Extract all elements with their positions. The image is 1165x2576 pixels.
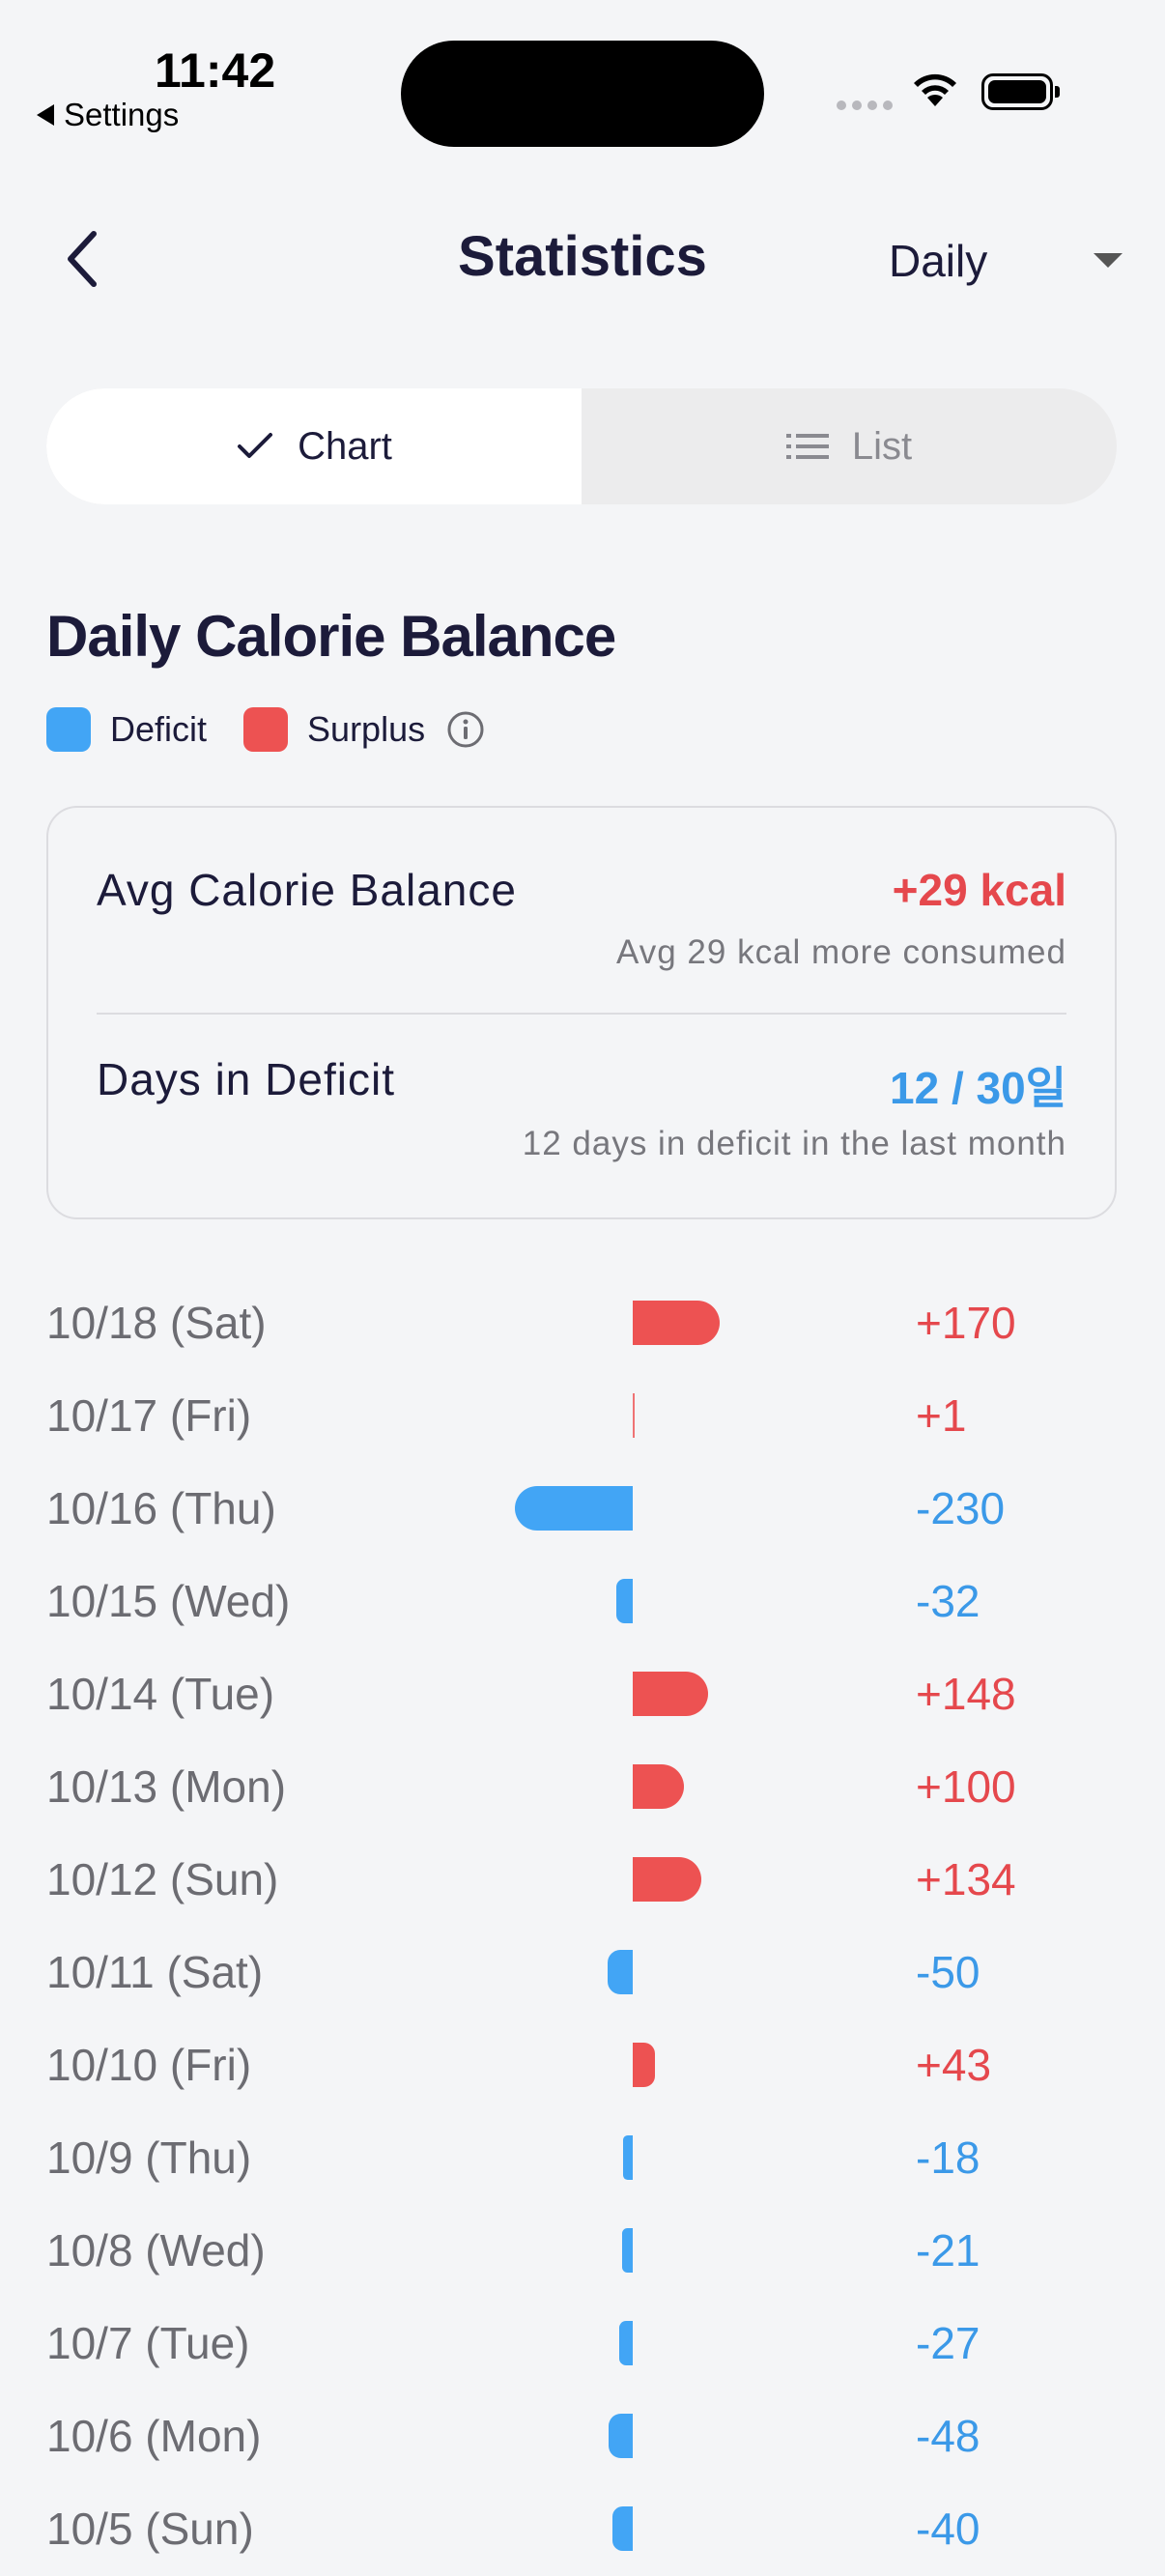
cellular-signal-icon <box>837 100 893 110</box>
day-value: -27 <box>916 2318 980 2368</box>
deficit-days-sub: 12 days in deficit in the last month <box>522 1125 1066 1162</box>
view-toggle: Chart List <box>46 388 1117 504</box>
day-date: 10/10 (Fri) <box>46 2040 252 2090</box>
list-item: 10/6 (Mon) -48 <box>0 2390 1165 2483</box>
deficit-bar <box>621 2228 633 2273</box>
day-date: 10/17 (Fri) <box>46 1390 252 1441</box>
deficit-bar <box>607 1950 633 1994</box>
back-button[interactable] <box>48 220 116 298</box>
day-value: -18 <box>916 2132 980 2183</box>
legend-item-deficit: Deficit <box>46 707 207 752</box>
card-divider <box>97 1013 1066 1015</box>
deficit-days-label: Days in Deficit <box>97 1054 395 1104</box>
day-date: 10/9 (Thu) <box>46 2132 252 2183</box>
summary-card: Avg Calorie Balance +29 kcal Avg 29 kcal… <box>46 806 1117 1219</box>
avg-balance-label: Avg Calorie Balance <box>97 865 517 915</box>
list-item: 10/8 (Wed) -21 <box>0 2205 1165 2298</box>
list-item: 10/11 (Sat) -50 <box>0 1927 1165 2019</box>
day-value: -21 <box>916 2225 980 2275</box>
list-item: 10/14 (Tue) +148 <box>0 1648 1165 1741</box>
day-date: 10/16 (Thu) <box>46 1483 276 1533</box>
battery-icon <box>981 73 1060 110</box>
day-date: 10/15 (Wed) <box>46 1576 291 1626</box>
legend-swatch-deficit <box>46 707 91 752</box>
tab-chart[interactable]: Chart <box>46 388 582 504</box>
dynamic-island <box>401 41 764 147</box>
deficit-bar <box>623 2135 633 2180</box>
period-dropdown[interactable]: Daily <box>889 230 1165 292</box>
deficit-bar <box>611 2506 633 2551</box>
surplus-bar <box>633 1857 702 1902</box>
header: Statistics Daily <box>0 203 1165 319</box>
day-date: 10/7 (Tue) <box>46 2318 250 2368</box>
back-triangle-icon <box>37 104 54 126</box>
day-value: +170 <box>916 1298 1016 1348</box>
deficit-bar <box>618 2321 633 2365</box>
day-value: -48 <box>916 2411 980 2461</box>
legend-label-surplus: Surplus <box>307 709 426 749</box>
surplus-bar <box>633 1301 721 1345</box>
surplus-bar <box>633 1764 684 1809</box>
back-to-app-link[interactable]: Settings <box>37 97 179 133</box>
page-title: Statistics <box>458 225 707 288</box>
list-item: 10/9 (Thu) -18 <box>0 2112 1165 2205</box>
surplus-bar <box>633 1672 709 1716</box>
avg-balance-value: +29 kcal <box>892 865 1066 915</box>
list-item: 10/10 (Fri) +43 <box>0 2019 1165 2112</box>
day-date: 10/12 (Sun) <box>46 1854 279 1904</box>
day-date: 10/5 (Sun) <box>46 2504 254 2554</box>
surplus-bar <box>633 2043 655 2087</box>
deficit-bar <box>616 1579 633 1623</box>
day-value: +43 <box>916 2040 992 2090</box>
day-value: -50 <box>916 1947 980 1997</box>
chevron-left-icon <box>68 231 97 287</box>
wifi-icon <box>914 73 956 106</box>
list-item: 10/5 (Sun) -40 <box>0 2483 1165 2576</box>
day-date: 10/13 (Mon) <box>46 1761 287 1812</box>
back-app-label: Settings <box>64 97 180 132</box>
deficit-bar <box>515 1486 633 1531</box>
deficit-days-value: 12 / 30일 <box>890 1063 1066 1113</box>
day-value: -230 <box>916 1483 1006 1533</box>
list-icon <box>785 434 829 459</box>
list-item: 10/13 (Mon) +100 <box>0 1741 1165 1834</box>
day-value: +148 <box>916 1669 1016 1719</box>
avg-balance-row: Avg Calorie Balance +29 kcal Avg 29 kcal… <box>97 864 1066 999</box>
list-item: 10/12 (Sun) +134 <box>0 1834 1165 1927</box>
list-item: 10/18 (Sat) +170 <box>0 1277 1165 1370</box>
surplus-bar <box>633 1393 635 1438</box>
status-time: 11:42 <box>155 43 276 98</box>
day-date: 10/14 (Tue) <box>46 1669 275 1719</box>
period-value: Daily <box>889 236 988 286</box>
deficit-bar <box>608 2414 633 2458</box>
day-value: -32 <box>916 1576 980 1626</box>
status-bar: 11:42 Settings <box>0 0 1165 147</box>
day-value: -40 <box>916 2504 980 2554</box>
info-icon[interactable] <box>446 710 485 749</box>
deficit-days-row: Days in Deficit 12 / 30일 12 days in defi… <box>97 1053 1066 1188</box>
tab-list[interactable]: List <box>582 388 1117 504</box>
day-date: 10/8 (Wed) <box>46 2225 266 2275</box>
chart-legend: Deficit Surplus <box>46 707 485 752</box>
section-title: Daily Calorie Balance <box>46 604 616 669</box>
tab-chart-label: Chart <box>298 424 392 468</box>
avg-balance-sub: Avg 29 kcal more consumed <box>616 933 1066 971</box>
day-value: +134 <box>916 1854 1016 1904</box>
tab-list-label: List <box>851 424 913 468</box>
day-date: 10/6 (Mon) <box>46 2411 262 2461</box>
caret-down-icon <box>1094 253 1122 268</box>
list-item: 10/16 (Thu) -230 <box>0 1463 1165 1556</box>
list-item: 10/7 (Tue) -27 <box>0 2298 1165 2390</box>
check-icon <box>238 433 273 458</box>
list-item: 10/17 (Fri) +1 <box>0 1370 1165 1463</box>
legend-item-surplus: Surplus <box>243 707 425 752</box>
legend-label-deficit: Deficit <box>110 709 208 749</box>
day-date: 10/11 (Sat) <box>46 1947 264 1997</box>
legend-swatch-surplus <box>243 707 289 752</box>
day-value: +1 <box>916 1390 967 1441</box>
day-date: 10/18 (Sat) <box>46 1298 267 1348</box>
list-item: 10/15 (Wed) -32 <box>0 1556 1165 1648</box>
day-value: +100 <box>916 1761 1016 1812</box>
